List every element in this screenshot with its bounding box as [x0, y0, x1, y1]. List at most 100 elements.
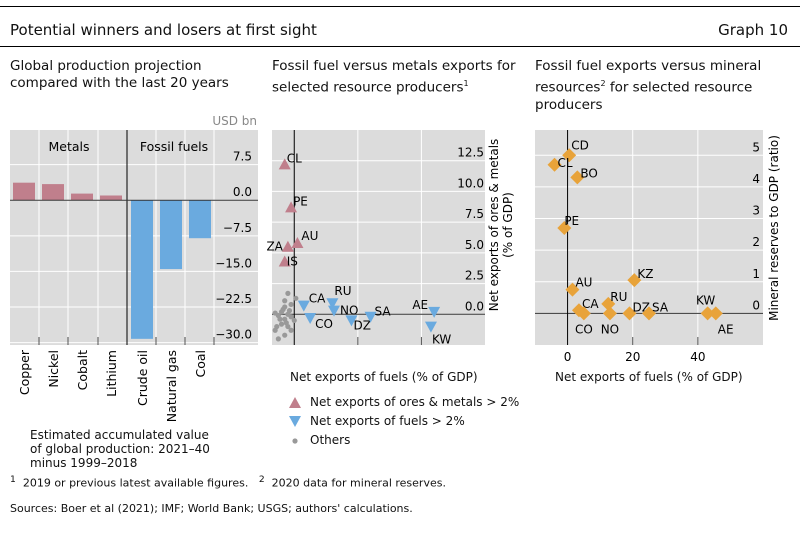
legend-metals-marker — [289, 397, 301, 408]
chart3-point-label: PE — [564, 214, 579, 228]
chart3-point — [565, 282, 580, 297]
chart3-point — [627, 273, 642, 288]
chart3-point — [622, 306, 637, 321]
chart3-title-sup: 2 — [600, 79, 606, 88]
chart2-ytick-label: 12.5 — [457, 146, 484, 160]
chart3-point — [642, 306, 656, 321]
chart2-point — [428, 306, 441, 318]
footnote-1: 1 2019 or previous latest available figu… — [10, 474, 446, 490]
chart1-category-label: Crude oil — [135, 350, 150, 406]
chart2-point — [282, 332, 288, 338]
chart3-ytick-label: 5 — [752, 140, 760, 154]
footnote-1-mark: 1 — [10, 474, 16, 485]
chart3-ytick-label: 1 — [752, 267, 760, 281]
chart2-point — [283, 320, 289, 326]
chart2-point — [281, 240, 294, 252]
chart1-ytick-label: −30.0 — [215, 328, 252, 342]
chart3-point-label: RU — [610, 290, 627, 304]
chart3-xtick-label: 40 — [690, 350, 705, 364]
chart2-ylabel-line: (% of GDP) — [501, 192, 515, 258]
chart2-point-label: AE — [412, 298, 428, 312]
chart3-point-label: AU — [575, 276, 592, 290]
legend-fuels-marker — [289, 416, 301, 427]
chart2-point-label: ZA — [266, 240, 283, 254]
chart3-point-label: CO — [575, 322, 593, 336]
graph-label: Graph 10 — [718, 21, 788, 39]
chart3-point-label: NO — [601, 322, 619, 336]
chart3-point — [570, 170, 585, 185]
chart2-point — [288, 327, 294, 333]
chart1-note: Estimated accumulated value of global pr… — [30, 428, 210, 470]
chart1-category-label: Natural gas — [164, 350, 179, 422]
chart3-point-label: CD — [571, 138, 589, 152]
chart3-xlabel: Net exports of fuels (% of GDP) — [555, 370, 743, 384]
chart3-point — [547, 157, 562, 172]
chart1-bar — [42, 184, 64, 201]
chart2-point — [272, 310, 278, 316]
chart3-point-label: AE — [718, 322, 734, 336]
sources: Sources: Boer et al (2021); IMF; World B… — [10, 502, 413, 515]
chart3-title: Fossil fuel exports versus mineral resou… — [535, 58, 775, 114]
chart3-point-label: KW — [696, 293, 715, 307]
top-rule — [0, 6, 800, 7]
footnote-1-text: 2019 or previous latest available figure… — [22, 476, 249, 490]
chart2-point-label: CA — [309, 292, 326, 306]
chart2-point — [345, 315, 358, 327]
footnote-2-text: 2020 data for mineral reserves. — [271, 476, 446, 490]
chart2-point — [282, 298, 288, 304]
chart3-ytick-label: 3 — [752, 204, 760, 218]
chart3-point — [601, 296, 616, 311]
chart1-unit: USD bn — [212, 114, 257, 128]
page-title: Potential winners and losers at first si… — [10, 21, 317, 39]
chart2-ytick-label: 7.5 — [465, 207, 484, 221]
chart2-point — [288, 301, 294, 308]
chart2-point — [304, 312, 317, 324]
chart2-point — [297, 300, 310, 312]
chart2-point — [285, 201, 298, 213]
chart2-point-label: CL — [287, 151, 302, 165]
chart2-title: Fossil fuel versus metals exports for se… — [272, 58, 522, 97]
chart3-point — [557, 221, 572, 236]
chart3-ylabel: Mineral reserves to GDP (ratio) — [767, 135, 781, 321]
chart3-point-label: BO — [580, 166, 597, 180]
chart2-title-sup: 1 — [463, 79, 469, 88]
chart1-ytick-label: −7.5 — [223, 221, 252, 235]
chart2-point-label: KW — [432, 333, 451, 347]
chart3-ytick-label: 0 — [752, 298, 760, 312]
chart3-ytick-label: 2 — [752, 235, 760, 249]
chart3-point-label: KZ — [637, 267, 653, 281]
chart2-point-label: PE — [293, 194, 308, 208]
chart1-category-label: Copper — [17, 349, 32, 395]
chart2-point-label: DZ — [353, 318, 370, 332]
chart2-title-text: Fossil fuel versus metals exports for se… — [272, 58, 516, 96]
chart2-xlabel: Net exports of fuels (% of GDP) — [290, 370, 478, 384]
chart1-group-label: Fossil fuels — [140, 139, 208, 154]
chart3-title-rest: for selected resource producers — [535, 79, 753, 113]
chart2-point-label: SA — [375, 305, 392, 319]
legend-fuels: Net exports of fuels > 2% — [310, 414, 465, 428]
chart1-title: Global production projection compared wi… — [10, 58, 229, 91]
chart2-point — [291, 237, 304, 249]
chart3-point — [562, 148, 577, 163]
chart2-point — [326, 298, 339, 310]
chart2-point — [280, 306, 286, 312]
chart2-point-label: NO — [340, 304, 358, 318]
chart3-point-label: SA — [652, 300, 669, 314]
chart2-point — [278, 321, 285, 327]
chart1-category-label: Lithium — [104, 350, 119, 397]
chart2-ylabel-line: Net exports of ores & metals — [487, 139, 501, 312]
chart1-ytick-label: 7.5 — [233, 150, 252, 164]
chart3-title-text: Fossil fuel exports versus mineral resou… — [535, 58, 762, 96]
chart2-point — [274, 323, 280, 330]
chart2-point — [277, 316, 283, 322]
chart1-category-label: Nickel — [46, 350, 61, 388]
chart2-ytick-label: 5.0 — [465, 238, 484, 252]
chart2-point-label: AU — [301, 229, 318, 243]
footnote-2-mark: 2 — [258, 474, 265, 485]
chart1-bar — [13, 182, 35, 201]
chart1-bar — [189, 200, 211, 239]
chart2-point — [278, 255, 291, 267]
chart2-point — [291, 317, 297, 324]
